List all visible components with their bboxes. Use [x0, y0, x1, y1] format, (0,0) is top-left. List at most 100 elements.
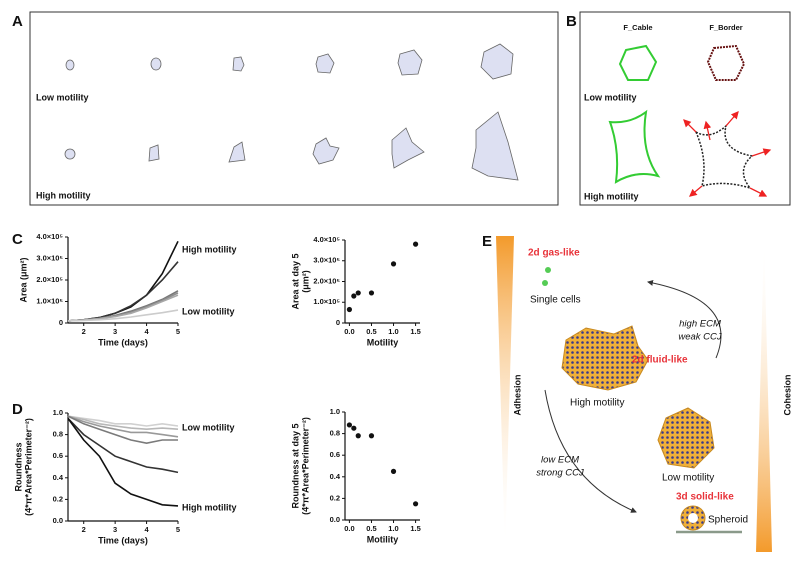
- y-tick-label: 0.2: [53, 494, 63, 503]
- x-tick-label: 0.0: [344, 524, 354, 533]
- condition-label: low ECM: [541, 455, 579, 466]
- data-point: [368, 433, 375, 439]
- cell-label: High motility: [570, 398, 624, 409]
- x-axis-label: Time (days): [98, 337, 148, 347]
- y-tick-label: 0.4: [53, 473, 64, 482]
- state-label: 2d gas-like: [528, 248, 580, 259]
- adhesion-gradient: [496, 236, 514, 552]
- y-tick-label: 0.2: [330, 493, 340, 502]
- data-point: [346, 306, 353, 313]
- y-tick-label: 1.0×10⁵: [36, 296, 63, 305]
- y-tick-label: 0: [59, 318, 63, 327]
- series-line: [67, 417, 179, 474]
- y-axis-label: (4*π*Area*Perimeter⁻²): [23, 418, 33, 516]
- condition-label: high ECM: [679, 319, 721, 330]
- state-label: 2d fluid-like: [632, 355, 688, 366]
- arrow: [647, 280, 722, 359]
- y-axis-label: Roundness at day 5: [290, 423, 300, 508]
- x-tick-label: 2: [82, 327, 86, 336]
- data-point: [351, 425, 357, 431]
- series-line: [67, 415, 179, 438]
- x-axis-label: Motility: [367, 534, 399, 544]
- gradient-label: Adhesion: [512, 374, 522, 415]
- cell-illustrations: [542, 267, 742, 534]
- arrow: [544, 389, 637, 513]
- y-tick-label: 0.8: [53, 430, 63, 439]
- y-tick-label: 1.0×10⁵: [313, 297, 340, 306]
- data-point: [390, 468, 397, 474]
- panel-frame: [29, 11, 559, 206]
- row-label: Low motility: [584, 92, 637, 102]
- panel-label: B: [566, 13, 577, 30]
- y-tick-label: 4.0×10⁵: [313, 235, 340, 244]
- condition-label: weak CCJ: [678, 332, 722, 343]
- y-tick-label: 1.0: [53, 408, 63, 417]
- x-tick-label: 1.0: [388, 327, 398, 336]
- y-axis-label: Area at day 5: [290, 253, 300, 309]
- x-tick-label: 5: [176, 525, 180, 534]
- y-tick-label: 0.6: [53, 451, 63, 460]
- data-point: [390, 261, 397, 267]
- y-tick-label: 3.0×10⁵: [313, 256, 340, 265]
- series-line: [67, 415, 179, 427]
- x-tick-label: 0.5: [366, 327, 376, 336]
- cell-label: Spheroid: [708, 515, 748, 526]
- x-axis-label: Time (days): [98, 535, 148, 545]
- y-tick-label: 0.0: [53, 516, 63, 525]
- data-point: [368, 290, 375, 296]
- cable-shapes: [608, 44, 754, 190]
- y-tick-label: 2.0×10⁵: [313, 276, 340, 285]
- data-point: [412, 501, 419, 507]
- force-arrows: [683, 111, 772, 197]
- condition-label: strong CCJ: [536, 468, 584, 479]
- y-tick-label: 0.4: [330, 472, 341, 481]
- x-tick-label: 2: [82, 525, 86, 534]
- series-line: [67, 417, 179, 507]
- x-tick-label: 1.5: [410, 524, 420, 533]
- x-tick-label: 5: [176, 327, 180, 336]
- x-tick-label: 3: [113, 525, 117, 534]
- y-tick-label: 4.0×10⁵: [36, 232, 63, 241]
- row-label: Low motility: [36, 92, 89, 102]
- y-tick-label: 0.0: [330, 515, 340, 524]
- series-line: [67, 415, 179, 431]
- data-point: [355, 290, 361, 296]
- x-axis-label: Motility: [367, 337, 399, 347]
- data-point: [412, 241, 419, 247]
- x-tick-label: 0.0: [344, 327, 354, 336]
- panel-label: E: [482, 233, 492, 250]
- x-tick-label: 1.5: [410, 327, 420, 336]
- annotation: High motility: [182, 244, 237, 254]
- y-tick-label: 2.0×10⁵: [36, 275, 63, 284]
- series-line: [67, 290, 179, 322]
- row-label: High motility: [36, 190, 91, 200]
- x-tick-label: 0.5: [366, 524, 376, 533]
- series-line: [67, 415, 178, 445]
- cell-shapes: [64, 43, 519, 181]
- panel-frame: [579, 11, 791, 206]
- y-tick-label: 1.0: [330, 407, 340, 416]
- y-tick-label: 0.8: [330, 429, 340, 438]
- x-tick-label: 4: [144, 525, 149, 534]
- y-tick-label: 0: [336, 318, 340, 327]
- panel-label: A: [12, 13, 23, 30]
- y-axis-label: Area (μm²): [18, 257, 28, 302]
- cohesion-gradient: [756, 236, 772, 552]
- annotation: High motility: [182, 502, 237, 512]
- gradient-label: Cohesion: [782, 374, 792, 415]
- panel-label: D: [12, 401, 23, 418]
- data-point: [355, 433, 361, 439]
- data-point: [351, 293, 357, 299]
- data-point: [346, 422, 353, 428]
- x-tick-label: 1.0: [388, 524, 398, 533]
- state-label: 3d solid-like: [676, 492, 734, 503]
- column-label: F_Border: [709, 23, 742, 32]
- cell-label: Single cells: [530, 295, 581, 306]
- cell-label: Low motility: [662, 473, 714, 484]
- y-axis-label: (4*π*Area*Perimeter⁻²): [300, 417, 310, 515]
- row-label: High motility: [584, 191, 639, 201]
- y-tick-label: 3.0×10⁵: [36, 253, 63, 262]
- panel-label: C: [12, 231, 23, 248]
- series-line: [67, 292, 179, 322]
